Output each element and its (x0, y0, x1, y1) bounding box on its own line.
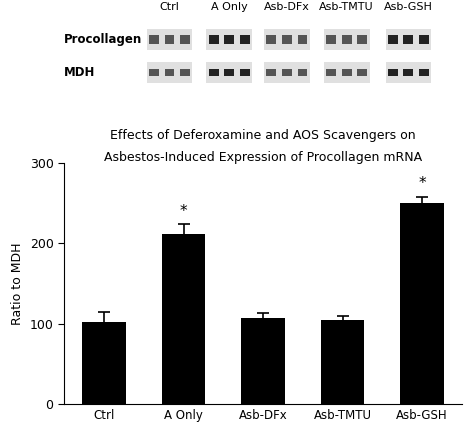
Bar (164, 36, 174, 44)
Bar (388, 69, 398, 76)
Bar (206, 62, 252, 83)
Bar (403, 36, 413, 44)
Text: Asb-TMTU: Asb-TMTU (319, 2, 374, 12)
Bar (321, 320, 365, 404)
Text: Asbestos-Induced Expression of Procollagen mRNA: Asbestos-Induced Expression of Procollag… (104, 151, 422, 164)
Bar (298, 69, 308, 76)
Text: Asb-GSH: Asb-GSH (384, 2, 433, 12)
Bar (224, 69, 234, 76)
Y-axis label: Ratio to MDH: Ratio to MDH (11, 242, 24, 325)
Bar (180, 36, 190, 44)
Bar (241, 318, 285, 404)
Bar (146, 29, 192, 50)
Bar (324, 29, 370, 50)
Bar (146, 62, 192, 83)
Bar (206, 29, 252, 50)
Bar (419, 69, 429, 76)
Bar (164, 69, 174, 76)
Text: A Only: A Only (211, 2, 247, 12)
Bar (401, 203, 444, 404)
Bar (209, 69, 219, 76)
Bar (342, 36, 352, 44)
Text: *: * (419, 176, 426, 191)
Bar (298, 36, 308, 44)
Bar (264, 62, 310, 83)
Bar (282, 36, 292, 44)
Bar (326, 36, 336, 44)
Bar (326, 69, 336, 76)
Bar (149, 69, 159, 76)
Bar (240, 69, 250, 76)
Bar (240, 36, 250, 44)
Text: Ctrl: Ctrl (160, 2, 180, 12)
Bar (388, 36, 398, 44)
Bar (149, 36, 159, 44)
Bar (264, 29, 310, 50)
Bar (357, 36, 367, 44)
Text: MDH: MDH (64, 66, 95, 79)
Bar (385, 62, 431, 83)
Text: Procollagen: Procollagen (64, 33, 142, 46)
Bar (82, 322, 126, 404)
Bar (266, 36, 276, 44)
Bar (282, 69, 292, 76)
Bar (403, 69, 413, 76)
Bar (419, 36, 429, 44)
Text: *: * (180, 204, 187, 218)
Bar (385, 29, 431, 50)
Bar (342, 69, 352, 76)
Bar (180, 69, 190, 76)
Bar (162, 234, 205, 404)
Bar (324, 62, 370, 83)
Text: Effects of Deferoxamine and AOS Scavengers on: Effects of Deferoxamine and AOS Scavenge… (110, 129, 416, 142)
Text: Asb-DFx: Asb-DFx (264, 2, 310, 12)
Bar (266, 69, 276, 76)
Bar (357, 69, 367, 76)
Bar (224, 36, 234, 44)
Bar (209, 36, 219, 44)
